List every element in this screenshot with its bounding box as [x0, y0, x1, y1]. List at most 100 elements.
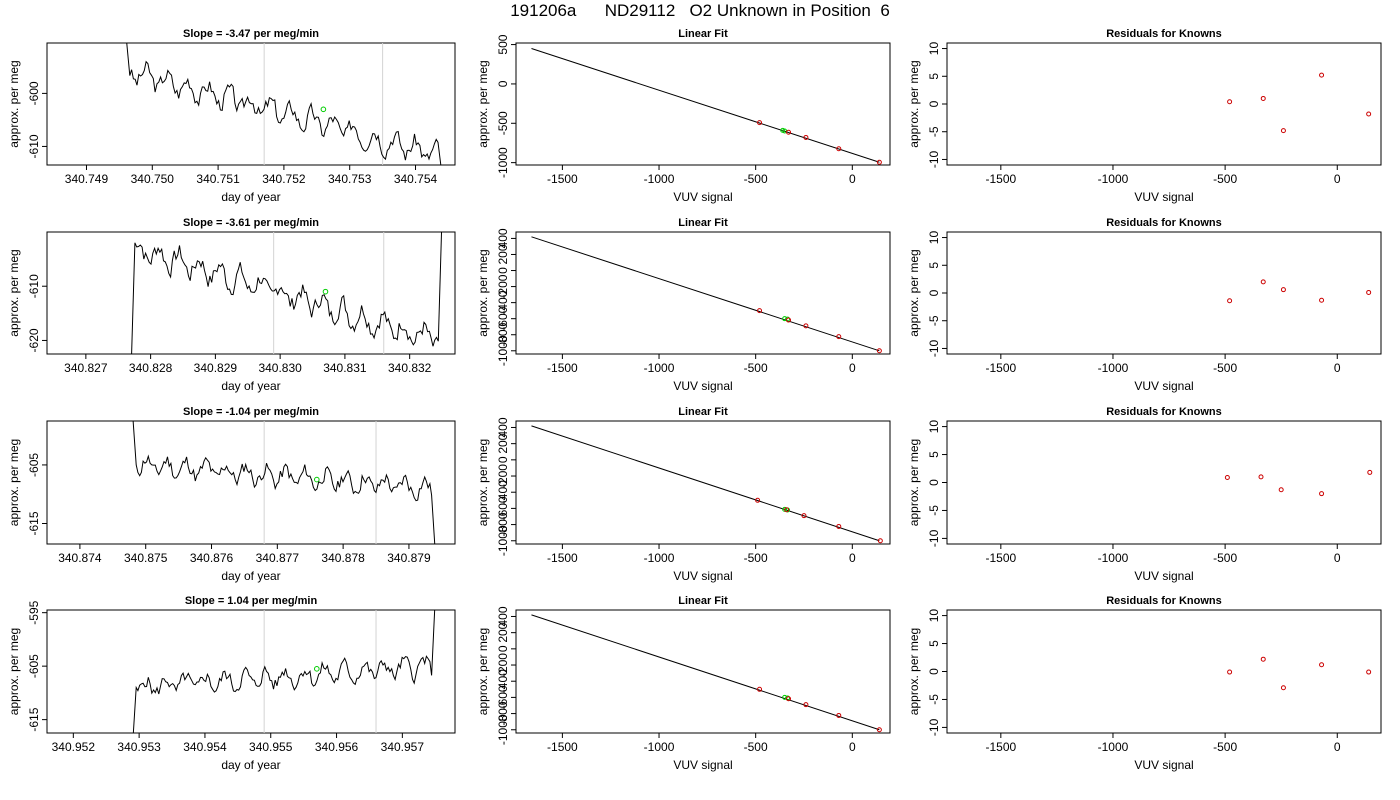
- row2-resid-x-label: VUV signal: [1134, 379, 1193, 393]
- row1-resid-known-point: [1319, 72, 1325, 78]
- row4-resid-frame: [946, 609, 1382, 734]
- row2-resid-y-tick-label: -10: [927, 339, 941, 357]
- row4-fit-x-tick-label: -1500: [547, 740, 578, 754]
- row4-trace-unknown-point: [314, 666, 320, 672]
- row3-resid-x-tick-label: -1000: [1098, 551, 1129, 565]
- row4-resid-y-tick-label: -10: [927, 718, 941, 736]
- row1-fit-y-tick-label: 500: [496, 34, 510, 54]
- row2-trace-title: Slope = -3.61 per meg/min: [183, 217, 319, 229]
- row3-resid-known-point: [1367, 469, 1373, 475]
- row4-resid-y-tick-label: -5: [927, 694, 941, 705]
- row1-trace-y-tick-label: -610: [27, 134, 41, 158]
- row2-fit-y-tick-label: 400: [496, 228, 510, 248]
- row3-resid-title: Residuals for Knowns: [1106, 406, 1222, 418]
- row2-trace-y-label: approx. per meg: [7, 249, 21, 336]
- row2-fit-unknown-point: [785, 316, 791, 322]
- row1-resid-y-tick-label: 5: [927, 73, 941, 80]
- row2-fit-x-tick-label: 0: [849, 361, 856, 375]
- row1-trace-x-tick-label: 340.752: [262, 172, 306, 186]
- row1-fit-x-tick-label: -1000: [644, 172, 675, 186]
- row2-trace-y-tick-label: -620: [27, 328, 41, 352]
- row3-fit-y-tick-label: -1000: [496, 525, 510, 556]
- row4-fit-y-tick-label: -400: [496, 669, 510, 693]
- row3-trace-unknown-point: [314, 476, 320, 483]
- row4-resid-title: Residuals for Knowns: [1106, 595, 1222, 607]
- row2-trace-x-tick-label: 340.830: [258, 361, 302, 375]
- row2-fit-x-tick-label: -1500: [547, 361, 578, 375]
- row3-resid-known-point: [1278, 487, 1284, 493]
- row1-trace-x-label: day of year: [221, 190, 280, 204]
- row1-resid-y-label: approx. per meg: [907, 60, 921, 147]
- row4-resid-y-tick-label: 10: [927, 609, 941, 623]
- row1-resid-known-point: [1280, 128, 1286, 134]
- row2-fit-y-label: approx. per meg: [476, 249, 490, 336]
- row1-trace-x-tick-label: 340.749: [65, 172, 109, 186]
- row4-resid-x-tick-label: -1000: [1098, 740, 1129, 754]
- row3-fit-y-label: approx. per meg: [476, 439, 490, 526]
- row4-trace-x-tick-label: 340.955: [249, 740, 293, 754]
- row4-fit-y-tick-label: -1000: [496, 714, 510, 745]
- row4-trace-y-tick-label: -595: [27, 600, 41, 624]
- row3-fit-y-tick-label: -400: [496, 480, 510, 504]
- row4-trace-x-label: day of year: [221, 758, 280, 772]
- row3-fit-x-label: VUV signal: [673, 569, 732, 583]
- row3-fit-known-point: [801, 513, 807, 519]
- row1-trace-x-tick-label: 340.750: [131, 172, 175, 186]
- row4-trace-frame: [46, 609, 456, 734]
- row1-fit-y-tick-label: -500: [496, 111, 510, 135]
- row4-fit-known-point: [876, 727, 882, 733]
- row2-resid-x-tick-label: -1500: [985, 361, 1016, 375]
- row2-fit-x-tick-label: -500: [744, 361, 768, 375]
- row3-trace-title: Slope = -1.04 per meg/min: [183, 406, 319, 418]
- row4-trace-y-tick-label: -605: [27, 654, 41, 678]
- row1-fit-x-tick-label: -1500: [547, 172, 578, 186]
- row4-trace-title: Slope = 1.04 per meg/min: [185, 595, 318, 607]
- row3-resid-x-tick-label: -1500: [985, 551, 1016, 565]
- row3-fit-x-tick-label: -500: [744, 551, 768, 565]
- row2-resid-y-tick-label: -5: [927, 315, 941, 326]
- row2-fit-title: Linear Fit: [678, 217, 728, 229]
- row4-trace-x-tick-label: 340.953: [117, 740, 161, 754]
- row2-fit-y-tick-label: -1000: [496, 335, 510, 366]
- row1-fit-x-tick-label: -500: [744, 172, 768, 186]
- row4-fit-x-label: VUV signal: [673, 758, 732, 772]
- row3-resid-known-point: [1258, 474, 1264, 480]
- row3-fit-y-tick-label: 400: [496, 417, 510, 437]
- row2-trace-x-tick-label: 340.831: [323, 361, 367, 375]
- row2-trace-x-tick-label: 340.827: [64, 361, 108, 375]
- row1-fit-known-point: [836, 146, 842, 152]
- row1-resid-y-tick-label: 0: [927, 100, 941, 107]
- row1-resid-known-point: [1227, 99, 1233, 105]
- row4-trace-x-tick-label: 340.954: [183, 740, 227, 754]
- row4-resid-known-point: [1319, 662, 1325, 668]
- row2-fit-known-point: [757, 308, 763, 314]
- row2-resid-y-tick-label: 10: [927, 231, 941, 245]
- row1-resid-y-tick-label: -5: [927, 126, 941, 137]
- row3-trace-x-tick-label: 340.876: [190, 551, 234, 565]
- row3-fit-known-point: [784, 507, 790, 513]
- row1-trace-trace: [126, 43, 442, 165]
- row1-trace-y-label: approx. per meg: [7, 60, 21, 147]
- row3-trace-x-tick-label: 340.874: [58, 551, 102, 565]
- row3-resid-x-tick-label: -500: [1213, 551, 1237, 565]
- row2-fit-known-point: [803, 323, 809, 329]
- row1-resid-x-tick-label: 0: [1334, 172, 1341, 186]
- row2-trace-y-tick-label: -610: [27, 274, 41, 298]
- row2-fit-known-point: [876, 348, 882, 354]
- row2-fit-y-tick-label: 0: [496, 267, 510, 274]
- row3-resid-x-tick-label: 0: [1334, 551, 1341, 565]
- row3-trace-frame: [46, 420, 456, 545]
- row3-resid-known-point: [1224, 474, 1230, 480]
- row3-trace-x-tick-label: 340.875: [124, 551, 168, 565]
- row2-fit-y-tick-label: -400: [496, 290, 510, 314]
- row1-resid-x-tick-label: -1000: [1098, 172, 1129, 186]
- row4-trace-x-tick-label: 340.957: [381, 740, 425, 754]
- row2-resid-known-point: [1227, 298, 1233, 304]
- row2-fit-known-point: [786, 317, 792, 323]
- row2-trace-x-tick-label: 340.832: [388, 361, 432, 375]
- row3-trace-x-tick-label: 340.878: [321, 551, 365, 565]
- row1-fit-fit-line: [531, 48, 880, 163]
- row2-trace-frame: [46, 231, 456, 355]
- row4-fit-known-point: [836, 712, 842, 718]
